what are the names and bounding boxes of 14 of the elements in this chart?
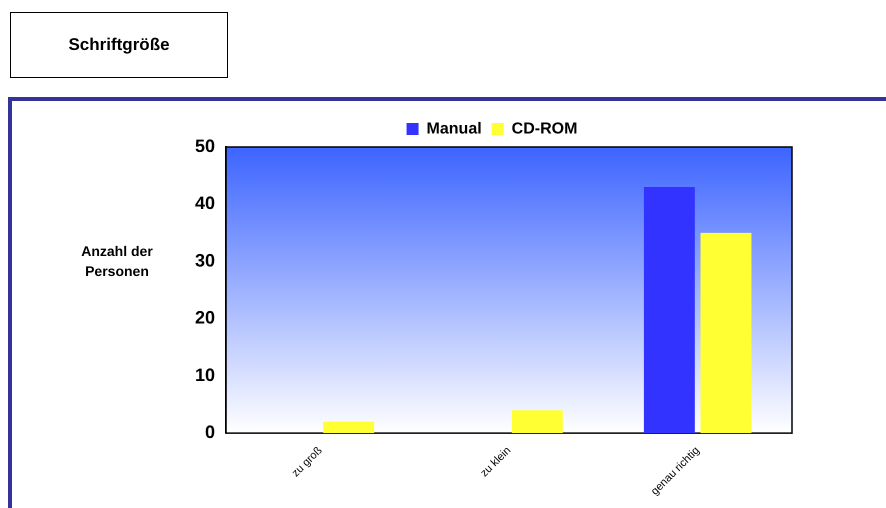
bar xyxy=(323,422,374,434)
y-tick-label: 20 xyxy=(194,308,216,328)
y-tick-label: 40 xyxy=(194,193,216,214)
y-tick-label: 50 xyxy=(194,136,216,156)
bar xyxy=(700,232,752,434)
bar xyxy=(644,187,695,434)
y-axis-title: Anzahl der Personen xyxy=(80,242,154,281)
y-tick-label: 30 xyxy=(194,250,216,270)
y-tick-label: 0 xyxy=(205,422,216,442)
chart-title: Schriftgröße xyxy=(10,12,228,78)
legend-label: Manual xyxy=(426,120,482,138)
y-tick-label: 10 xyxy=(194,364,216,385)
legend-label: CD-ROM xyxy=(512,120,578,138)
bar xyxy=(512,410,563,434)
